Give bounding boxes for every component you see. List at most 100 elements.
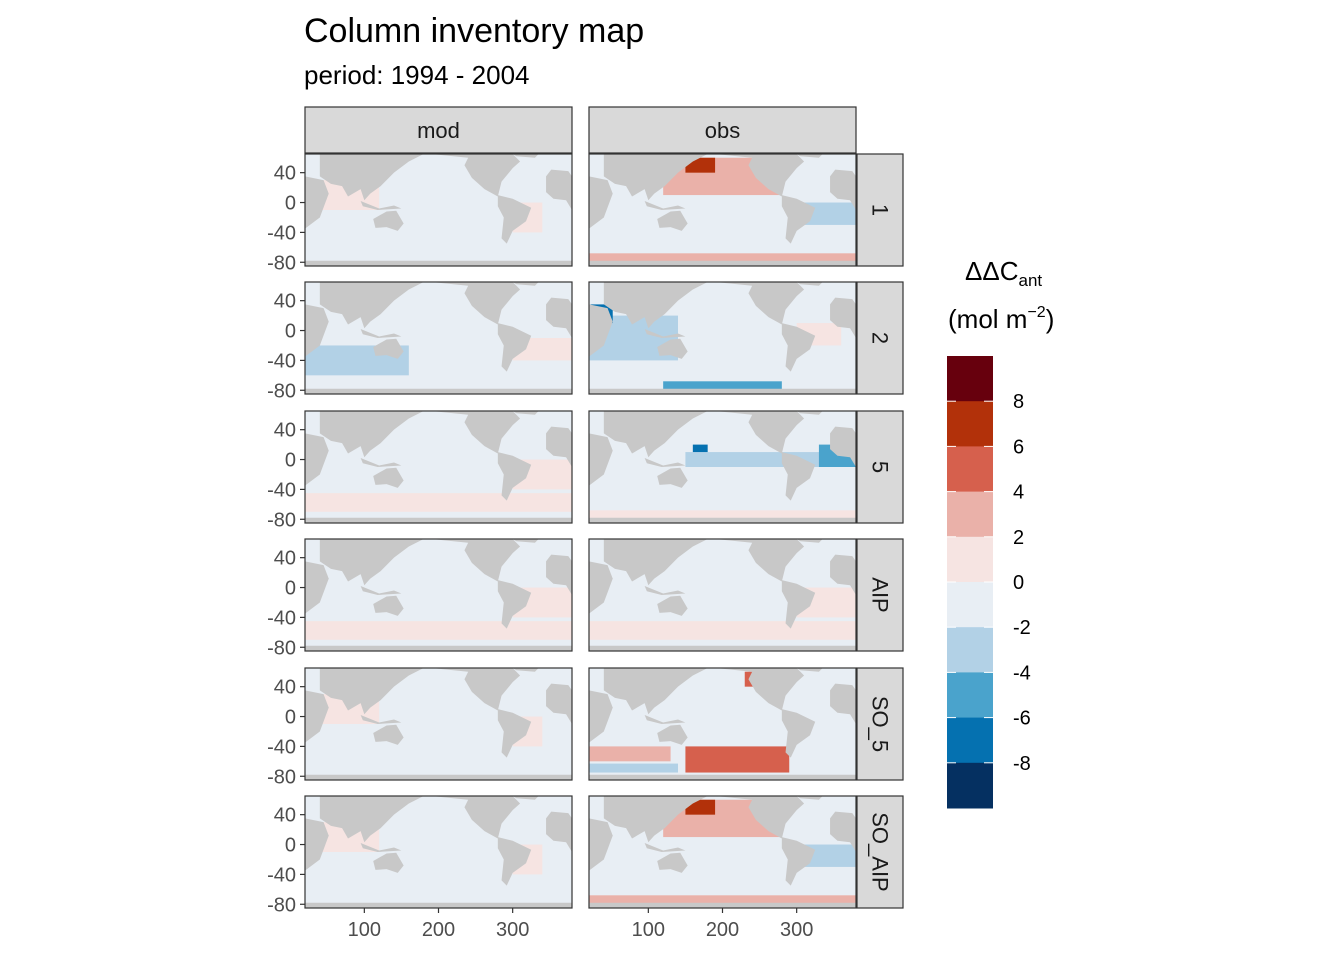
land-mass [603, 539, 708, 586]
land-mass [305, 645, 572, 651]
anomaly-patch [589, 253, 856, 263]
land-mass [781, 452, 816, 501]
land-mass [657, 338, 688, 359]
axes: 40 0 -40 -80 40 0 -40 -80 40 0 -40 -80 40 0 -40 -80 40 0 -… [267, 163, 813, 941]
land-mass [431, 282, 521, 325]
land-mass [305, 517, 572, 523]
land-mass [319, 796, 424, 843]
y-tick-label: -80 [267, 894, 296, 916]
land-mass [589, 561, 613, 614]
land-mass [305, 774, 572, 780]
legend-label: 0 [1013, 572, 1024, 594]
panel-obs-5 [588, 410, 857, 524]
strip-label: 5 [868, 461, 893, 473]
panel-mod-SO_AIP [304, 795, 573, 909]
land-mass [781, 580, 816, 629]
land-mass [360, 201, 402, 210]
land-mass [589, 304, 613, 357]
land-mass [512, 539, 539, 543]
land-mass [319, 411, 424, 458]
land-mass [781, 837, 816, 886]
panel-mod-AIP [304, 538, 573, 652]
strip-top-obs [588, 106, 857, 154]
panel-border [588, 153, 857, 267]
panel-border [304, 153, 573, 267]
land-mass [497, 580, 532, 629]
land-mass [305, 176, 329, 229]
anomaly-patch [589, 895, 856, 905]
land-mass [589, 774, 856, 780]
land-mass [305, 388, 572, 394]
legend-swatch [947, 582, 993, 628]
land-mass [373, 338, 404, 359]
land-mass [373, 852, 404, 873]
land-mass [431, 796, 521, 839]
panel-border [588, 667, 857, 781]
land-mass [781, 709, 816, 758]
land-mass [512, 796, 539, 800]
legend-unit-sup: −2 [1027, 304, 1045, 321]
land-mass [603, 668, 708, 715]
anomaly-patch [305, 621, 572, 640]
strip-right-SO_AIP: SO_AIP [856, 795, 904, 909]
strip-right-2: 2 [856, 281, 904, 395]
land-mass [715, 796, 805, 839]
anomaly-patch [589, 746, 671, 762]
land-mass [497, 709, 532, 758]
panel-border [304, 281, 573, 395]
legend-title-main: ΔΔC [965, 256, 1019, 286]
anomaly-patch [305, 493, 572, 512]
land-mass [715, 154, 805, 197]
land-mass [830, 426, 856, 467]
x-tick-label: 200 [422, 919, 455, 941]
panel-border [304, 667, 573, 781]
y-tick-label: 40 [274, 805, 296, 827]
anomaly-patch [663, 381, 782, 391]
land-mass [305, 818, 329, 871]
anomaly-patch [685, 799, 716, 815]
land-mass [589, 517, 856, 523]
panel-obs-AIP [588, 538, 857, 652]
legend-colorbar: 8 6 4 2 0 -2 -4 -6 -8 [947, 356, 1031, 809]
land-mass [431, 154, 521, 197]
legend-label: -2 [1013, 617, 1031, 639]
land-mass [644, 458, 686, 467]
land-mass [644, 843, 686, 852]
x-tick-label: 100 [348, 919, 381, 941]
land-mass [589, 260, 856, 266]
y-tick-label: -40 [267, 222, 296, 244]
y-tick-label: -40 [267, 607, 296, 629]
strip-label: SO_AIP [868, 812, 893, 891]
y-tick-label: -80 [267, 252, 296, 274]
land-mass [319, 154, 424, 201]
x-tick-label: 100 [632, 919, 665, 941]
land-mass [497, 452, 532, 501]
panel-border [588, 281, 857, 395]
land-mass [796, 411, 823, 415]
y-tick-label: 0 [285, 707, 296, 729]
strip-label: 2 [868, 332, 893, 344]
land-mass [589, 433, 613, 486]
land-mass [373, 724, 404, 745]
land-mass [431, 668, 521, 711]
land-mass [546, 554, 572, 595]
land-mass [830, 297, 856, 338]
chart-subtitle: period: 1994 - 2004 [304, 60, 530, 90]
land-mass [657, 595, 688, 616]
legend-swatch [947, 627, 993, 673]
land-mass [305, 561, 329, 614]
panel-border [304, 538, 573, 652]
panel-mod-SO_5 [304, 667, 573, 781]
panel-obs-SO_AIP [588, 795, 857, 909]
x-tick-label: 200 [706, 919, 739, 941]
land-mass [360, 329, 402, 338]
land-mass [512, 411, 539, 415]
y-tick-label: 40 [274, 548, 296, 570]
strip-label: SO_5 [868, 696, 893, 752]
land-mass [657, 210, 688, 231]
strip-right-1: 1 [856, 153, 904, 267]
y-tick-label: 40 [274, 291, 296, 313]
y-tick-label: 0 [285, 835, 296, 857]
panel-border [588, 410, 857, 524]
panel-mod-5 [304, 410, 573, 524]
